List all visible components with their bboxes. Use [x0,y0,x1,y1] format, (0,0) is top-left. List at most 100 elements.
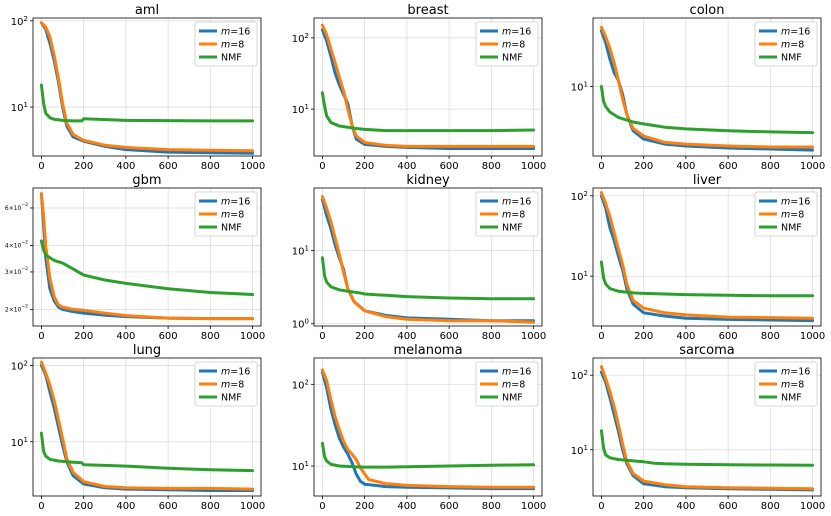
legend: m=16 m=8 NMF [754,21,818,67]
x-tick-label: 1000 [240,331,265,342]
plot-frame [313,187,543,327]
legend: m=16 m=8 NMF [194,361,258,407]
legend-box [475,361,539,407]
legend-box [194,21,258,67]
legend-label: NMF [781,53,802,64]
plot-frame [32,357,262,497]
legend: m=16 m=8 NMF [194,21,258,67]
x-tick-label: 0 [598,501,604,512]
legend-label: m=8 [221,380,244,391]
y-tick-label: 102 [11,15,28,28]
y-tick-label: 2×10−2 [5,303,28,313]
panel-kidney: kidney 0 200 400 600 800 1000 100 101 m=16 m=8 NMF [292,173,546,342]
legend-box [754,361,818,407]
panel-title: colon [690,3,725,18]
x-tick-label: 1000 [521,161,546,172]
legend-label: m=8 [221,210,244,221]
y-tick-label: 6×10−2 [5,202,28,212]
y-tick-label: 102 [11,359,28,372]
legend-label: m=8 [502,380,525,391]
x-tick-label: 400 [397,161,416,172]
panel-lung: lung 0 200 400 600 800 1000 101 102 m=16 m=8 NMF [11,343,265,512]
legend-label: m=16 [781,197,810,208]
x-tick-label: 800 [201,331,220,342]
x-tick-label: 400 [676,331,695,342]
panel-title: aml [135,3,159,18]
series-line-NMF [320,256,536,301]
series-line-NMF [599,429,815,467]
legend: m=16 m=8 NMF [754,361,818,407]
panel-title: breast [407,3,448,18]
legend-label: m=16 [502,197,531,208]
x-tick-label: 1000 [800,331,825,342]
y-tick-label: 101 [11,101,28,114]
legend-label: m=16 [502,27,531,38]
series-line-NMF [39,431,255,473]
panel-title: gbm [132,173,161,188]
legend-label: m=8 [781,380,804,391]
series-line-NMF [320,91,536,133]
y-tick-label: 101 [571,444,588,457]
x-tick-label: 400 [116,161,135,172]
legend-label: m=8 [502,210,525,221]
panel-aml: aml 0 200 400 600 800 1000 101 102 m=16 m=8 NMF [11,3,265,172]
x-tick-label: 200 [634,501,653,512]
legend-box [194,361,258,407]
legend-label: m=16 [221,197,250,208]
legend-label: NMF [781,393,802,404]
y-tick-label: 100 [292,318,309,331]
panel-title: melanoma [393,343,462,358]
legend: m=16 m=8 NMF [754,191,818,237]
plot-frame [592,357,822,497]
x-tick-label: 0 [38,331,44,342]
legend-box [194,191,258,237]
y-tick-label: 102 [571,369,588,382]
x-tick-label: 400 [397,331,416,342]
plot-frame [32,187,262,327]
legend-label: m=16 [502,367,531,378]
y-tick-label: 102 [571,190,588,203]
x-tick-label: 600 [440,161,459,172]
legend-label: NMF [781,223,802,234]
y-tick-label: 101 [292,245,309,258]
legend-box [475,191,539,237]
x-tick-label: 800 [482,331,501,342]
y-tick-label: 101 [292,460,309,473]
x-tick-label: 0 [598,331,604,342]
x-tick-label: 800 [761,161,780,172]
panel-melanoma: melanoma 0 200 400 600 800 1000 101 102 m=16 m=8 NM… [292,343,546,512]
legend-label: m=8 [781,210,804,221]
x-tick-label: 400 [116,501,135,512]
x-tick-label: 1000 [521,331,546,342]
x-tick-label: 0 [598,161,604,172]
plot-frame [313,17,543,157]
x-tick-label: 1000 [521,501,546,512]
x-tick-label: 1000 [800,161,825,172]
panel-title: kidney [406,173,450,188]
legend-label: m=8 [221,40,244,51]
legend-box [754,191,818,237]
legend-label: m=8 [781,40,804,51]
x-tick-label: 0 [38,501,44,512]
series-line-m-8 [39,21,255,153]
x-tick-label: 600 [440,331,459,342]
x-tick-label: 400 [676,501,695,512]
panel-title: liver [693,173,722,188]
series-line-NMF [599,85,815,135]
panel-colon: colon 0 200 400 600 800 1000 101 m=16 m=8 NMF [571,3,825,172]
x-tick-label: 1000 [240,501,265,512]
x-tick-label: 200 [74,501,93,512]
legend-label: m=16 [781,27,810,38]
y-tick-label: 101 [292,103,309,116]
panel-gbm: gbm 0 200 400 600 800 1000 2×10−2 3×10−2 4×10−2 6×… [5,173,265,342]
x-tick-label: 1000 [800,501,825,512]
x-tick-label: 200 [634,161,653,172]
legend-label: NMF [502,393,523,404]
x-tick-label: 0 [319,331,325,342]
legend: m=16 m=8 NMF [475,361,539,407]
panel-sarcoma: sarcoma 0 200 400 600 800 1000 101 102 m=16 m=8 NMF [571,343,825,512]
x-tick-label: 600 [719,161,738,172]
y-tick-label: 101 [571,270,588,283]
x-tick-label: 200 [74,161,93,172]
